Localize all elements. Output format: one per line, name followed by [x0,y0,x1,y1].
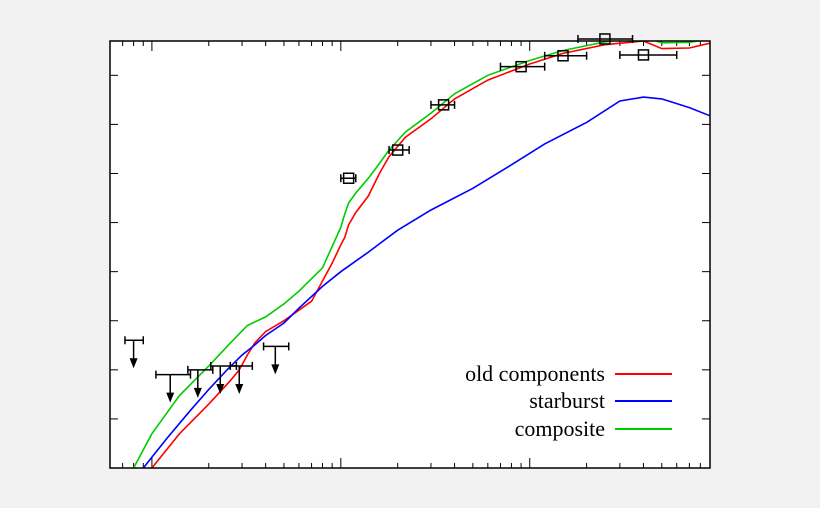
detection-point [499,60,546,73]
series-lines [132,41,710,468]
detection-point [543,50,588,62]
data-points [124,33,678,403]
detection-point [619,49,678,61]
detection-point [340,172,357,184]
upper-limit-point [124,336,145,369]
detection-point [430,99,456,111]
upper-limit-point [229,361,254,394]
upper-limit-point [155,370,192,403]
legend-label-old-components: old components [465,361,605,386]
series-line-composite [132,41,703,468]
plot-frame [109,40,711,469]
plot-area [110,41,710,468]
legend-label-composite: composite [515,416,605,441]
legend-label-starburst: starburst [529,388,605,413]
upper-limit-point [187,365,214,398]
legend: old components starburst composite [465,361,672,441]
upper-limit-point [262,342,290,375]
detection-point [388,144,410,156]
series-line-starburst [142,96,710,468]
series-line-old-components [151,41,710,468]
